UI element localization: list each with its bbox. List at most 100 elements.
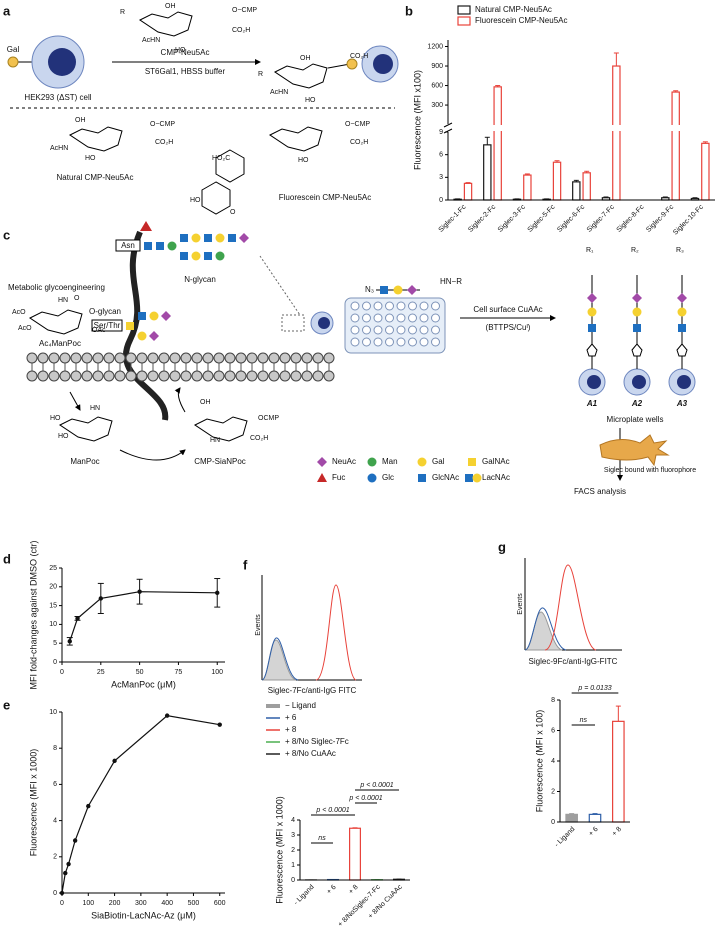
lipid-head bbox=[246, 352, 258, 364]
structure-label: HO bbox=[298, 157, 309, 164]
structure-label: CO₂H bbox=[232, 27, 250, 34]
lipid-head bbox=[70, 352, 82, 364]
legend-label: Fuc bbox=[332, 473, 345, 482]
well bbox=[419, 313, 429, 323]
flow-f: Events Siglec-7Fc/anti-IgG FITC − Ligand… bbox=[255, 575, 362, 758]
legend-label: LacNAc bbox=[482, 473, 510, 482]
point bbox=[63, 870, 68, 876]
structure-label: HN bbox=[58, 297, 68, 304]
lipid-head bbox=[147, 352, 159, 364]
y-tick-label: 25 bbox=[49, 565, 57, 572]
y-tick-label: 1 bbox=[291, 862, 295, 869]
well-cells: R₁ A1 R₂ A2 R₃ A3 bbox=[578, 247, 696, 408]
structure-label: R bbox=[258, 71, 263, 78]
structure-label: HO bbox=[175, 47, 186, 54]
bar bbox=[565, 813, 578, 823]
structure-label: AcHN bbox=[270, 89, 288, 96]
lipid-head bbox=[191, 352, 203, 364]
x-tick-label: 500 bbox=[188, 900, 200, 907]
legend-label: + 8/No CuAAc bbox=[285, 749, 336, 758]
x-tick-label: Siglec-10-Fc bbox=[672, 203, 705, 236]
structure-label: HO₂C bbox=[212, 155, 230, 162]
bar bbox=[701, 142, 710, 201]
lipid-head bbox=[279, 352, 291, 364]
x-tick-label: 400 bbox=[161, 900, 173, 907]
panel-c: Metabolic glycoengineering Ac₄ManPoc Asn… bbox=[8, 221, 696, 496]
x-tick-label: Siglec-6-Fc bbox=[556, 203, 586, 233]
lipid-head bbox=[26, 370, 38, 382]
triazole bbox=[676, 343, 688, 357]
bar bbox=[582, 172, 591, 201]
point bbox=[215, 590, 220, 596]
y-tick-label: 4 bbox=[551, 758, 555, 765]
well bbox=[373, 313, 383, 323]
fuc bbox=[317, 473, 327, 482]
cuaac-label: Cell surface CuAAc bbox=[473, 305, 542, 314]
r-label: R₂ bbox=[631, 247, 639, 254]
structure-label: OAc bbox=[92, 327, 106, 334]
nucleus bbox=[677, 375, 691, 389]
lipid-head bbox=[224, 370, 236, 382]
gal-symbol bbox=[7, 56, 19, 68]
structure bbox=[274, 63, 328, 89]
histogram bbox=[315, 584, 357, 681]
x-tick-label: 300 bbox=[135, 900, 147, 907]
glcnac bbox=[588, 324, 596, 332]
glcnac bbox=[633, 324, 641, 332]
legend-label: + 8/No Siglec-7Fc bbox=[285, 737, 349, 746]
well bbox=[362, 337, 371, 347]
structure-label: HO bbox=[85, 155, 96, 162]
neuac bbox=[317, 457, 327, 467]
man bbox=[367, 457, 377, 467]
lipid-head bbox=[147, 370, 159, 382]
bar bbox=[483, 144, 492, 201]
panel-label: e bbox=[3, 697, 10, 712]
natural-label: Natural CMP-Neu5Ac bbox=[57, 173, 134, 182]
ac4manpoc-label: Ac₄ManPoc bbox=[39, 339, 81, 348]
x-label: SiaBiotin-LacNAc-Az (μM) bbox=[91, 910, 196, 920]
y-label: Fluorescence (MFI x 100) bbox=[534, 710, 544, 813]
lipid-head bbox=[81, 370, 93, 382]
bar bbox=[552, 161, 562, 201]
facs-label: FACS analysis bbox=[574, 487, 626, 496]
structure bbox=[69, 126, 123, 152]
point bbox=[137, 589, 142, 594]
structure-label: HN bbox=[210, 437, 220, 444]
x-tick-label: 75 bbox=[175, 669, 183, 676]
x-tick-label: 25 bbox=[97, 669, 105, 676]
structure-label: CO₂H bbox=[350, 53, 368, 60]
structure bbox=[59, 416, 113, 442]
y-tick-label: 2 bbox=[551, 788, 555, 795]
well bbox=[396, 325, 406, 335]
y-label: Events bbox=[517, 593, 524, 615]
gal bbox=[677, 307, 687, 317]
point bbox=[217, 722, 222, 727]
protein bbox=[123, 230, 169, 421]
asn-box bbox=[115, 239, 141, 252]
structure-label: HO bbox=[58, 433, 69, 440]
lipid-head bbox=[158, 370, 170, 382]
well bbox=[431, 301, 440, 311]
triazole bbox=[586, 343, 598, 357]
annotation: p < 0.0001 bbox=[315, 807, 349, 814]
lipid-head bbox=[26, 352, 38, 364]
wells bbox=[350, 301, 440, 347]
lipid-head bbox=[257, 370, 269, 382]
lipid-head bbox=[103, 352, 115, 364]
point bbox=[86, 803, 91, 809]
point bbox=[98, 596, 104, 601]
probe-r-label: HN−R bbox=[440, 277, 462, 286]
lipid-head bbox=[323, 370, 335, 382]
bar bbox=[588, 813, 602, 823]
nglycan-label: N-glycan bbox=[184, 275, 216, 284]
lipid-head bbox=[257, 352, 269, 364]
legend-swatch bbox=[457, 16, 471, 26]
legend-label: + 8 bbox=[285, 725, 297, 734]
cmp-sianpoc-label: CMP-SiaNPoc bbox=[194, 457, 246, 466]
y-tick-label: 600 bbox=[431, 82, 443, 89]
well bbox=[350, 313, 360, 323]
histogram bbox=[524, 607, 567, 651]
well bbox=[350, 325, 360, 335]
bar bbox=[463, 182, 473, 201]
